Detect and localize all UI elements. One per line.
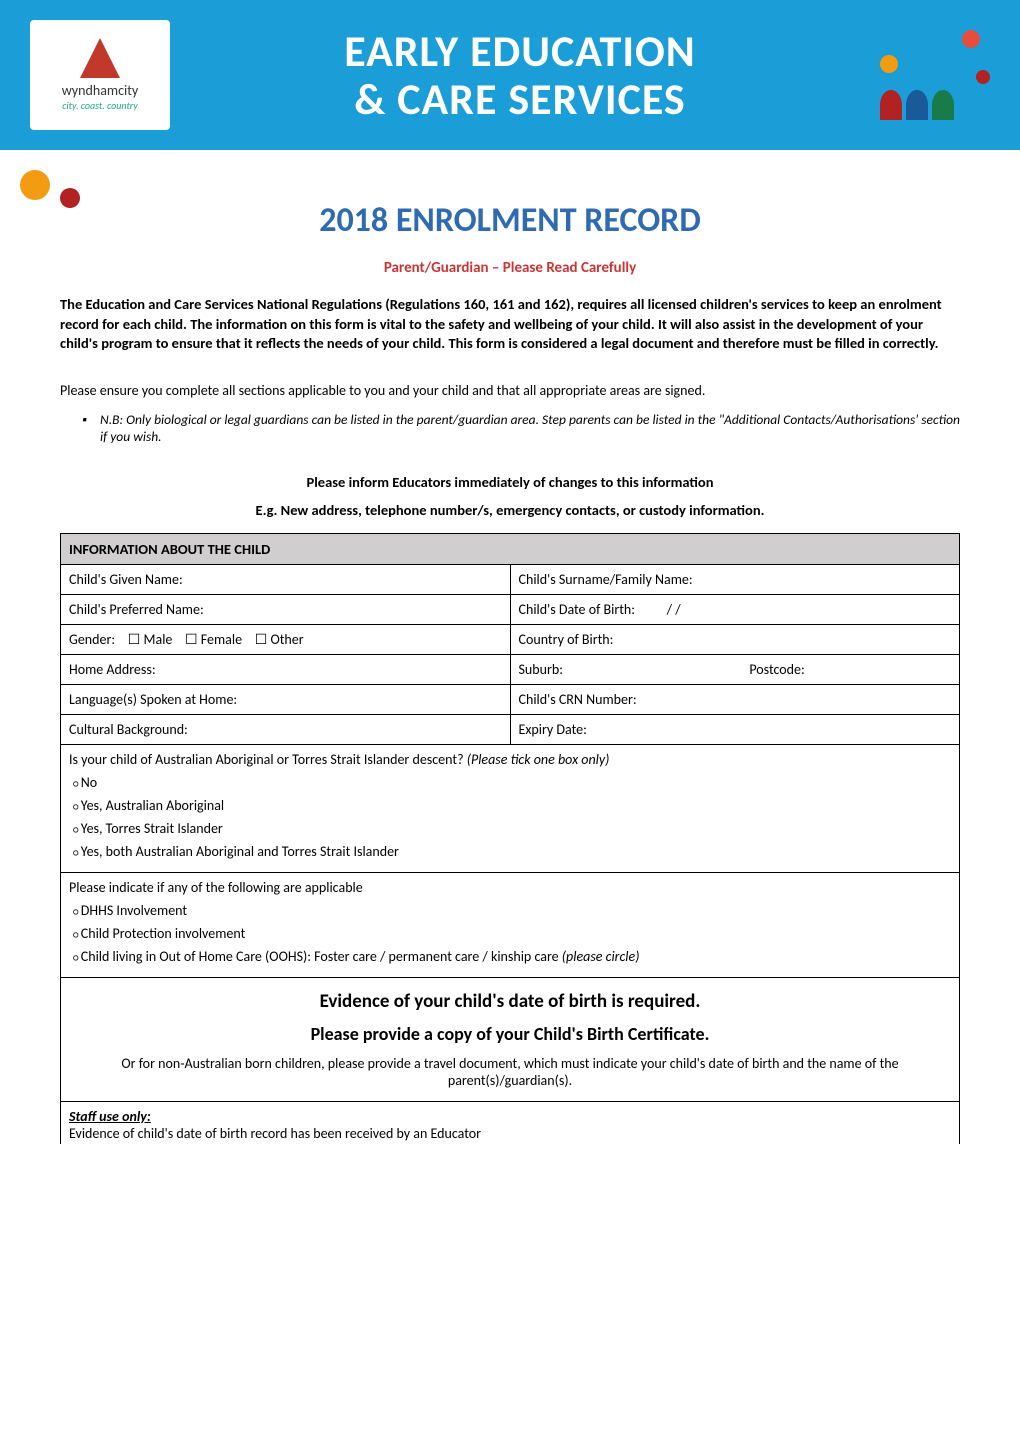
dob-label: Child's Date of Birth: — [519, 601, 636, 618]
oohs-text: Child living in Out of Home Care (OOHS):… — [81, 948, 562, 965]
evidence-sub: Please provide a copy of your Child's Bi… — [81, 1023, 939, 1045]
field-crn[interactable]: Child's CRN Number: — [510, 684, 960, 714]
applicable-option[interactable]: Child living in Out of Home Care (OOHS):… — [73, 948, 951, 965]
atsi-section[interactable]: Is your child of Australian Aboriginal o… — [61, 744, 960, 872]
staff-label: Staff use only: — [69, 1108, 151, 1125]
atsi-question: Is your child of Australian Aboriginal o… — [69, 751, 467, 768]
logo-text: wyndhamcity — [62, 82, 139, 99]
eg-text: E.g. New address, telephone number/s, em… — [60, 501, 960, 519]
inform-text: Please inform Educators immediately of c… — [60, 473, 960, 491]
field-gender[interactable]: Gender: ☐ Male ☐ Female ☐ Other — [61, 624, 511, 654]
applicable-question: Please indicate if any of the following … — [69, 879, 363, 896]
instruction-text: Please ensure you complete all sections … — [60, 382, 960, 399]
field-dob[interactable]: Child's Date of Birth: / / — [510, 594, 960, 624]
applicable-option[interactable]: DHHS Involvement — [73, 902, 951, 919]
checkbox-icon[interactable]: ☐ — [255, 631, 268, 647]
banner-title-line2: & CARE SERVICES — [354, 72, 685, 126]
intro-paragraph: The Education and Care Services National… — [60, 295, 960, 354]
logo-subtext: city. coast. country — [62, 99, 138, 112]
field-given-name[interactable]: Child's Given Name: — [61, 564, 511, 594]
evidence-heading: Evidence of your child's date of birth i… — [81, 990, 939, 1013]
banner-title: EARLY EDUCATION & CARE SERVICES — [170, 27, 870, 124]
field-country[interactable]: Country of Birth: — [510, 624, 960, 654]
evidence-para: Or for non-Australian born children, ple… — [81, 1055, 939, 1089]
field-expiry[interactable]: Expiry Date: — [510, 714, 960, 744]
wyndham-logo: wyndhamcity city. coast. country — [30, 20, 170, 130]
atsi-option[interactable]: Yes, Australian Aboriginal — [73, 797, 951, 814]
field-preferred-name[interactable]: Child's Preferred Name: — [61, 594, 511, 624]
child-info-table: INFORMATION ABOUT THE CHILD Child's Give… — [60, 533, 960, 1144]
postcode-label: Postcode: — [749, 661, 804, 678]
field-language[interactable]: Language(s) Spoken at Home: — [61, 684, 511, 714]
evidence-section: Evidence of your child's date of birth i… — [61, 977, 960, 1101]
checkbox-icon[interactable]: ☐ — [185, 631, 198, 647]
dob-value: / / — [667, 601, 681, 618]
section-header-child: INFORMATION ABOUT THE CHILD — [61, 533, 960, 564]
staff-line: Evidence of child's date of birth record… — [69, 1125, 481, 1142]
kids-icon — [880, 90, 954, 120]
suburb-label: Suburb: — [519, 661, 563, 678]
atsi-hint: (Please tick one box only) — [467, 751, 610, 768]
dot-icon — [962, 30, 980, 48]
page-title: 2018 ENROLMENT RECORD — [60, 200, 960, 241]
kids-logo — [870, 30, 990, 120]
checkbox-icon[interactable]: ☐ — [128, 631, 141, 647]
dot-icon — [880, 55, 898, 73]
atsi-option[interactable]: Yes, Torres Strait Islander — [73, 820, 951, 837]
header-banner: wyndhamcity city. coast. country EARLY E… — [0, 0, 1020, 150]
field-cultural[interactable]: Cultural Background: — [61, 714, 511, 744]
gender-other-label: Other — [270, 631, 303, 648]
field-suburb-postcode[interactable]: Suburb: Postcode: — [510, 654, 960, 684]
gender-label: Gender: — [69, 631, 115, 648]
applicable-section[interactable]: Please indicate if any of the following … — [61, 872, 960, 977]
gender-female-label: Female — [201, 631, 242, 648]
staff-section: Staff use only: Evidence of child's date… — [61, 1101, 960, 1144]
field-surname[interactable]: Child's Surname/Family Name: — [510, 564, 960, 594]
page-subtitle: Parent/Guardian – Please Read Carefully — [60, 259, 960, 277]
page-content: 2018 ENROLMENT RECORD Parent/Guardian – … — [0, 150, 1020, 1164]
atsi-option[interactable]: Yes, both Australian Aboriginal and Torr… — [73, 843, 951, 860]
atsi-option[interactable]: No — [73, 774, 951, 791]
dot-icon — [976, 70, 990, 84]
oohs-hint: (please circle) — [562, 948, 640, 965]
applicable-option[interactable]: Child Protection involvement — [73, 925, 951, 942]
gender-male-label: Male — [144, 631, 173, 648]
field-address[interactable]: Home Address: — [61, 654, 511, 684]
banner-title-line1: EARLY EDUCATION — [344, 24, 696, 78]
logo-sail-icon — [80, 38, 120, 78]
nb-note: N.B: Only biological or legal guardians … — [100, 411, 960, 445]
